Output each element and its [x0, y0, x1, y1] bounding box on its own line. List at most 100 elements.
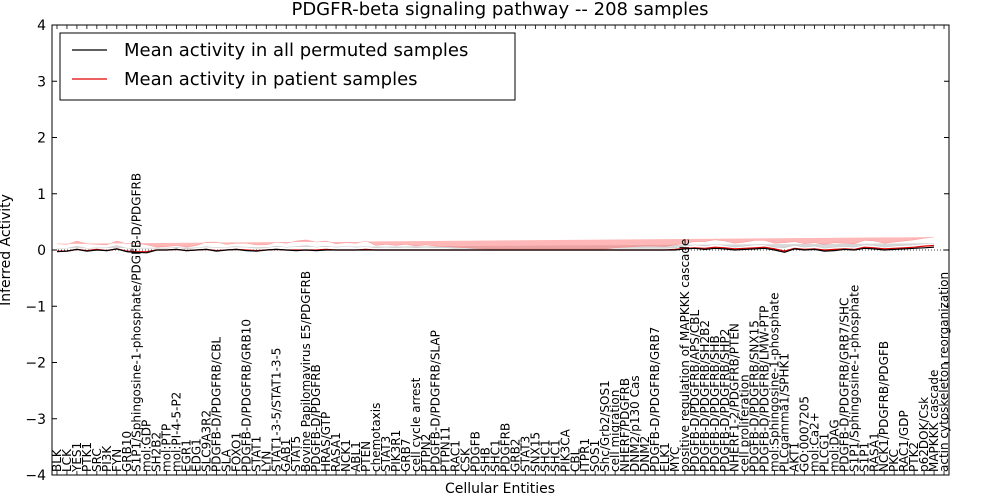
x-tick-label: PDGFB-D/PDGFRB/GRB10 — [239, 319, 253, 472]
x-tick-label: PI3K — [100, 445, 114, 472]
x-tick-label: ABL1 — [349, 441, 363, 472]
x-tick-label: PTPN11 — [439, 426, 453, 472]
x-tick-label: AKT1 — [788, 442, 802, 472]
plot-bands — [56, 236, 935, 250]
x-tick-label: NHERF1-2/PDGFRB/PTEN — [728, 323, 742, 472]
x-tick-label: EDG1 — [190, 438, 204, 472]
x-tick-label: PDGFB-D/PDGFRB/APS/CBL — [688, 309, 702, 472]
x-tick-label: mol:GDP — [140, 420, 154, 472]
x-tick-label: SHC1 — [548, 439, 562, 472]
x-tick-labels: BLKLCKYES1PTK1SRCPI3KFYNGRB10S1P1/Sphing… — [50, 173, 951, 473]
x-tick-label: GRB10 — [120, 431, 134, 472]
x-tick-label: HRAS/GTP — [319, 412, 333, 472]
legend: Mean activity in all permuted samples Me… — [59, 32, 516, 101]
y-tick-label: 0 — [37, 243, 46, 259]
y-tick-label: 2 — [37, 131, 46, 147]
y-tick-label: 1 — [37, 187, 46, 203]
x-tick-label: FYN — [110, 449, 124, 472]
x-tick-label: DNM2 — [638, 436, 652, 472]
x-tick-label: mol:Sphingosine-1-phosphate — [768, 293, 782, 473]
x-tick-label: S1P1/Sphingosine-1-phosphate/PDGFB-D/PDG… — [130, 173, 144, 472]
x-tick-label: PDGFB-D/PDGFRB/SHP2 — [718, 329, 732, 472]
x-tick-label: PDGFB-D/PDGFRB/GRB7/SHC — [837, 298, 851, 472]
x-tick-label: cell migration — [608, 390, 622, 472]
x-tick-label: Bovine Papilomavirus E5/PDGFRB — [299, 271, 313, 472]
x-tick-label: SHC1 — [489, 439, 503, 472]
x-tick-label: NCK1 — [339, 439, 353, 472]
series-lines — [56, 244, 935, 254]
x-tick-label: DNM2/p130 Cas — [628, 375, 642, 472]
y-tick-label: −2 — [25, 356, 46, 372]
x-tick-label: cell proliferation — [738, 374, 752, 472]
x-tick-label: MYC — [668, 447, 682, 472]
x-tick-label: S1P1/Sphingosine-1-phosphate — [847, 285, 861, 472]
x-tick-label: PDGFB-D/PDGFRB/CBL — [209, 337, 223, 472]
y-tick-label: −4 — [25, 468, 46, 484]
x-tick-label: PIK3R1 — [389, 430, 403, 472]
x-tick-label: PKC — [887, 449, 901, 472]
x-tick-label: RAC1 — [449, 440, 463, 472]
y-tick-label: −1 — [25, 299, 46, 315]
y-axis-label: Inferred Activity — [0, 194, 14, 306]
x-tick-label: FOXO1 — [229, 432, 243, 472]
x-tick-label: S1P1 — [857, 442, 871, 472]
x-tick-label: PIK3CA — [558, 428, 572, 472]
x-tick-label: chemotaxis — [369, 403, 383, 472]
x-tick-label: SNX15 — [528, 432, 542, 472]
x-tick-label: GO:0007205 — [798, 396, 812, 472]
x-tick-label: STAT3 — [379, 436, 393, 472]
x-tick-label: PLCG1 — [817, 433, 831, 472]
legend-box — [59, 32, 516, 101]
x-tick-label: BLK — [50, 448, 64, 472]
x-tick-label: PDGFB — [469, 431, 483, 472]
x-tick-label: SLA — [219, 448, 233, 472]
x-tick-label: SLC9A3R2 — [200, 410, 214, 472]
x-tick-label: CSK — [459, 447, 473, 472]
x-tick-label: RAC1/GDP — [897, 410, 911, 472]
x-tick-label: NHERF/PDGFRB — [618, 378, 632, 472]
x-tick-label: PTK1 — [80, 442, 94, 472]
x-tick-label: GRB2 — [509, 438, 523, 472]
x-tick-label: PDGFB-D/PDGFRB — [309, 364, 323, 472]
x-tick-label: positive regulation of MAPKKK cascade — [678, 239, 692, 472]
x-tick-label: p62DOK/Csk — [917, 397, 931, 472]
x-axis-label: Cellular Entities — [445, 481, 555, 497]
x-tick-label: GRB7 — [399, 438, 413, 472]
x-tick-label: ITPR1 — [578, 438, 592, 472]
x-tick-label: PDGFRB — [499, 423, 513, 472]
y-axis: 4 3 2 1 0 −1 −2 −3 −4 — [25, 18, 949, 484]
x-tick-label: PDGFB-D/PDGFRB/GRB7 — [648, 327, 662, 472]
x-tick-label: PLCgamma1/SPHK1 — [778, 353, 792, 472]
x-tick-label: YES1 — [70, 442, 84, 473]
x-tick-label: PDGFB-D/PDGFRB/SH2B2 — [698, 320, 712, 472]
x-tick-label: PTK2 — [907, 442, 921, 472]
y-tick-label: −3 — [25, 412, 46, 428]
x-tick-label: STAT1 — [249, 436, 263, 472]
x-tick-label: mol:PTP — [160, 424, 174, 472]
x-tick-label: PTEN — [359, 441, 373, 472]
x-tick-label: PDGFB-D/PDGFRB/SHB — [708, 335, 722, 472]
x-tick-label: SHB — [479, 447, 493, 472]
x-tick-label: mol:PI-4-5-P2 — [170, 392, 184, 472]
x-tick-label: mol:Ca2+ — [808, 412, 822, 472]
x-tick-label: SRC — [90, 448, 104, 472]
x-tick-label: PDGFB-D/PDGFRB/SLAP — [429, 330, 443, 472]
x-tick-label: PDGFB-D/PDGFRB/SNX15 — [748, 320, 762, 472]
x-axis-ticks — [56, 25, 945, 475]
permuted-mean-line — [56, 246, 935, 254]
x-tick-label: STAT5 — [289, 436, 303, 472]
x-tick-label: CBL — [568, 448, 582, 472]
x-tick-label: PTPN2 — [419, 434, 433, 472]
x-tick-label: NCK1/PDGFRB/PDGFB — [877, 341, 891, 472]
x-tick-label: MAPKKK cascade — [927, 370, 941, 472]
x-tick-label: PDGFB-D/PDGFRB/LMW-PTP — [758, 306, 772, 472]
x-tick-label: STAT1-3-5/STAT1-3-5 — [269, 348, 283, 472]
x-tick-label: SOS1 — [588, 440, 602, 472]
x-tick-label: SHC1 — [538, 439, 552, 472]
x-tick-label: actin cytoskeleton reorganization — [937, 272, 951, 472]
x-tick-label: EGR1 — [180, 439, 194, 472]
x-tick-label: cell cycle arrest — [409, 377, 423, 472]
x-tick-label: LCK — [60, 448, 74, 472]
legend-label-permuted: Mean activity in all permuted samples — [124, 40, 468, 61]
